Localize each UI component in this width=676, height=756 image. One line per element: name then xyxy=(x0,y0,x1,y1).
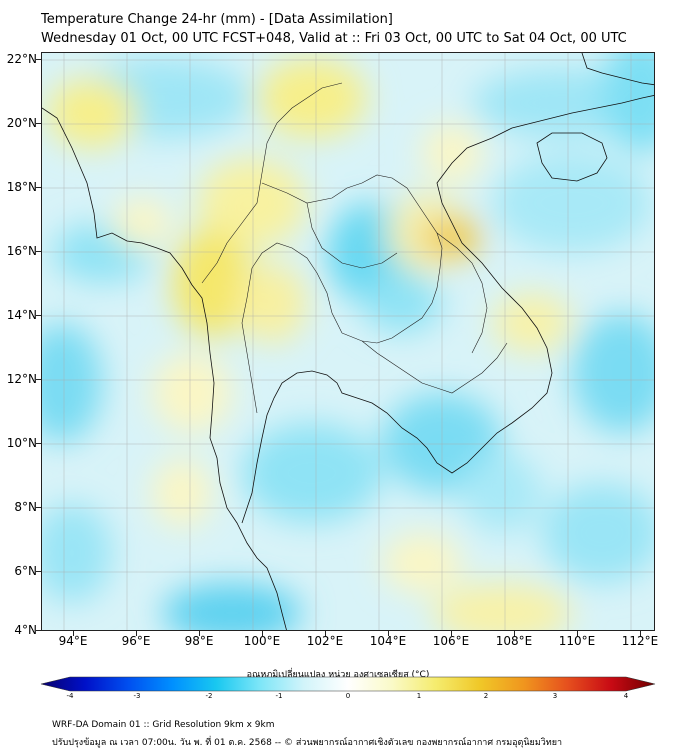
colorbar-tick: 1 xyxy=(416,692,422,700)
colorbar-tick: 2 xyxy=(483,692,489,700)
borders xyxy=(201,82,508,414)
lat-label: 14°N xyxy=(6,308,37,322)
colorbar-tick: -1 xyxy=(275,692,283,700)
colorbar-tick: 3 xyxy=(552,692,558,700)
lon-label: 100°E xyxy=(243,634,281,648)
lon-label: 106°E xyxy=(432,634,470,648)
colorbar-tick: 4 xyxy=(623,692,629,700)
coastlines xyxy=(42,53,654,630)
colorbar-gradient xyxy=(40,676,656,692)
lat-label: 10°N xyxy=(6,436,37,450)
colorbar-tick: 0 xyxy=(345,692,351,700)
lon-label: 102°E xyxy=(306,634,344,648)
lon-label: 98°E xyxy=(184,634,214,648)
footer-credit: ปรับปรุงข้อมูล ณ เวลา 07:00น. วัน พ. ที่… xyxy=(52,738,563,748)
temperature-change-map xyxy=(41,52,655,631)
map-subtitle: Wednesday 01 Oct, 00 UTC FCST+048, Valid… xyxy=(41,31,627,46)
lat-label: 6°N xyxy=(14,564,37,578)
colorbar xyxy=(40,676,656,692)
colorbar-label: อุณหภูมิเปลี่ยนแปลง หน่วย องศาเซลเซียส (… xyxy=(246,670,430,680)
colorbar-tick: -3 xyxy=(133,692,141,700)
lat-label: 12°N xyxy=(6,372,37,386)
lat-label: 20°N xyxy=(6,116,37,130)
lon-label: 104°E xyxy=(369,634,407,648)
graticule xyxy=(42,53,654,630)
lat-label: 8°N xyxy=(14,500,37,514)
lon-label: 110°E xyxy=(558,634,596,648)
lon-label: 108°E xyxy=(495,634,533,648)
lat-label: 18°N xyxy=(6,180,37,194)
colorbar-tick: -4 xyxy=(66,692,74,700)
lat-label: 22°N xyxy=(6,52,37,66)
lat-label: 16°N xyxy=(6,244,37,258)
footer-model-info: WRF-DA Domain 01 :: Grid Resolution 9km … xyxy=(52,720,275,730)
map-title: Temperature Change 24-hr (mm) - [Data As… xyxy=(41,12,393,27)
lon-label: 94°E xyxy=(58,634,88,648)
lat-label: 4°N xyxy=(14,623,37,637)
colorbar-tick: -2 xyxy=(205,692,213,700)
lon-label: 96°E xyxy=(121,634,151,648)
lon-label: 112°E xyxy=(621,634,659,648)
